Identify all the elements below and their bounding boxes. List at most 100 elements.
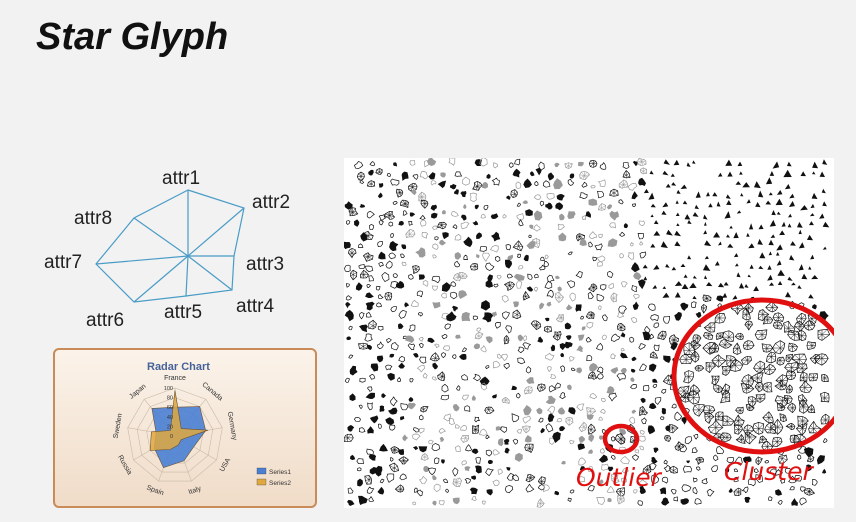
scatter-glyph-spoke (367, 235, 372, 240)
scatter-glyph (665, 263, 670, 268)
scatter-glyph-spoke (769, 303, 773, 308)
scatter-glyph (440, 172, 446, 178)
scatter-glyph (441, 282, 452, 292)
scatter-glyph-spoke (808, 409, 812, 413)
scatter-glyph-spoke (715, 388, 719, 392)
scatter-glyph (357, 467, 362, 472)
scatter-glyph (575, 304, 582, 312)
scatter-glyph (632, 293, 640, 300)
scatter-glyph (576, 367, 582, 374)
scatter-glyph-spoke (522, 426, 527, 430)
scatter-glyph (648, 303, 656, 311)
scatter-glyph-spoke (808, 448, 814, 452)
scatter-glyph-spoke (526, 407, 530, 411)
scatter-glyph-spoke (555, 437, 558, 443)
scatter-glyph-spoke (618, 438, 622, 442)
scatter-glyph (692, 160, 696, 164)
scatter-glyph-spoke (394, 448, 399, 451)
scatter-glyph-spoke (660, 335, 663, 339)
scatter-glyph (359, 269, 369, 279)
scatter-glyph-spoke (525, 296, 527, 299)
scatter-glyph (398, 448, 405, 455)
scatter-glyph (606, 204, 613, 210)
radar-axis-label-canada: Canada (200, 381, 223, 402)
scatter-glyph-spoke (506, 339, 509, 344)
scatter-glyph-spoke (695, 356, 699, 360)
scatter-glyph-spoke (637, 161, 642, 165)
scatter-glyph (416, 290, 423, 298)
scatter-glyph-spoke (593, 163, 597, 167)
scatter-glyph-spoke (718, 360, 723, 365)
scatter-glyph (776, 403, 786, 412)
scatter-glyph-spoke (767, 317, 771, 321)
scatter-glyph-spoke (789, 424, 792, 427)
scatter-glyph (650, 314, 659, 322)
scatter-glyph (567, 384, 572, 390)
scatter-glyph-spoke (693, 387, 698, 392)
scatter-glyph-spoke (388, 293, 392, 296)
scatter-glyph-spoke (463, 356, 467, 360)
scatter-glyph (610, 366, 619, 374)
scatter-glyph-spoke (611, 478, 615, 481)
scatter-glyph (497, 468, 503, 475)
scatter-glyph-spoke (802, 428, 806, 432)
scatter-glyph-spoke (592, 372, 595, 376)
scatter-glyph (761, 343, 774, 353)
scatter-glyph-spoke (703, 294, 707, 299)
scatter-glyph-spoke (715, 375, 720, 380)
scatter-glyph (692, 212, 699, 217)
scatter-glyph-spoke (735, 418, 739, 422)
scatter-glyph-spoke (685, 359, 691, 364)
scatter-glyph-spoke (488, 282, 492, 285)
scatter-glyph-spoke (352, 396, 356, 399)
scatter-glyph-spoke (506, 339, 510, 341)
scatter-glyph-spoke (472, 428, 476, 430)
scatter-glyph (577, 476, 585, 483)
scatter-glyph-spoke (601, 207, 606, 210)
scatter-glyph (399, 473, 407, 481)
scatter-glyph (798, 242, 805, 249)
scatter-glyph-spoke (809, 406, 812, 410)
scatter-glyph (777, 500, 783, 505)
scatter-glyph (721, 415, 735, 426)
scatter-glyph-spoke (516, 277, 520, 280)
scatter-glyph-spoke (420, 253, 423, 258)
scatter-glyph (557, 407, 565, 415)
scatter-glyph-spoke (746, 388, 750, 393)
scatter-glyph-spoke (468, 242, 472, 245)
scatter-glyph-spoke (645, 467, 648, 470)
scatter-glyph (358, 263, 365, 269)
scatter-glyph (674, 281, 683, 286)
scatter-glyph-spoke (619, 184, 624, 188)
scatter-glyph (390, 306, 397, 313)
scatter-glyph-spoke (673, 339, 676, 343)
scatter-glyph-spoke (582, 175, 585, 180)
scatter-glyph (783, 169, 792, 178)
scatter-glyph-spoke (745, 436, 750, 442)
scatter-glyph-spoke (694, 409, 700, 415)
scatter-glyph-spoke (757, 377, 762, 383)
scatter-glyph-spoke (725, 336, 730, 341)
scatter-glyph-spoke (685, 499, 689, 502)
scatter-glyph-spoke (744, 376, 749, 382)
scatter-glyph-spoke (639, 411, 643, 416)
scatter-glyph (418, 427, 425, 434)
scatter-glyph (648, 462, 657, 471)
scatter-glyph (810, 254, 815, 260)
scatter-glyph-spoke (352, 370, 356, 374)
scatter-glyph (682, 465, 692, 473)
scatter-glyph (718, 338, 733, 349)
radar-chart-title: Radar Chart (147, 361, 210, 373)
scatter-glyph-spoke (821, 358, 826, 363)
scatter-glyph-spoke (389, 215, 393, 220)
scatter-glyph-spoke (817, 334, 823, 339)
scatter-glyph-spoke (612, 240, 618, 244)
scatter-glyph (455, 334, 461, 339)
scatter-glyph (822, 159, 828, 165)
scatter-glyph-spoke (738, 426, 742, 430)
scatter-glyph-spoke (539, 479, 542, 482)
scatter-glyph (639, 241, 644, 246)
scatter-glyph-spoke (798, 396, 803, 401)
scatter-glyph (480, 345, 487, 353)
scatter-glyph-spoke (786, 389, 790, 393)
